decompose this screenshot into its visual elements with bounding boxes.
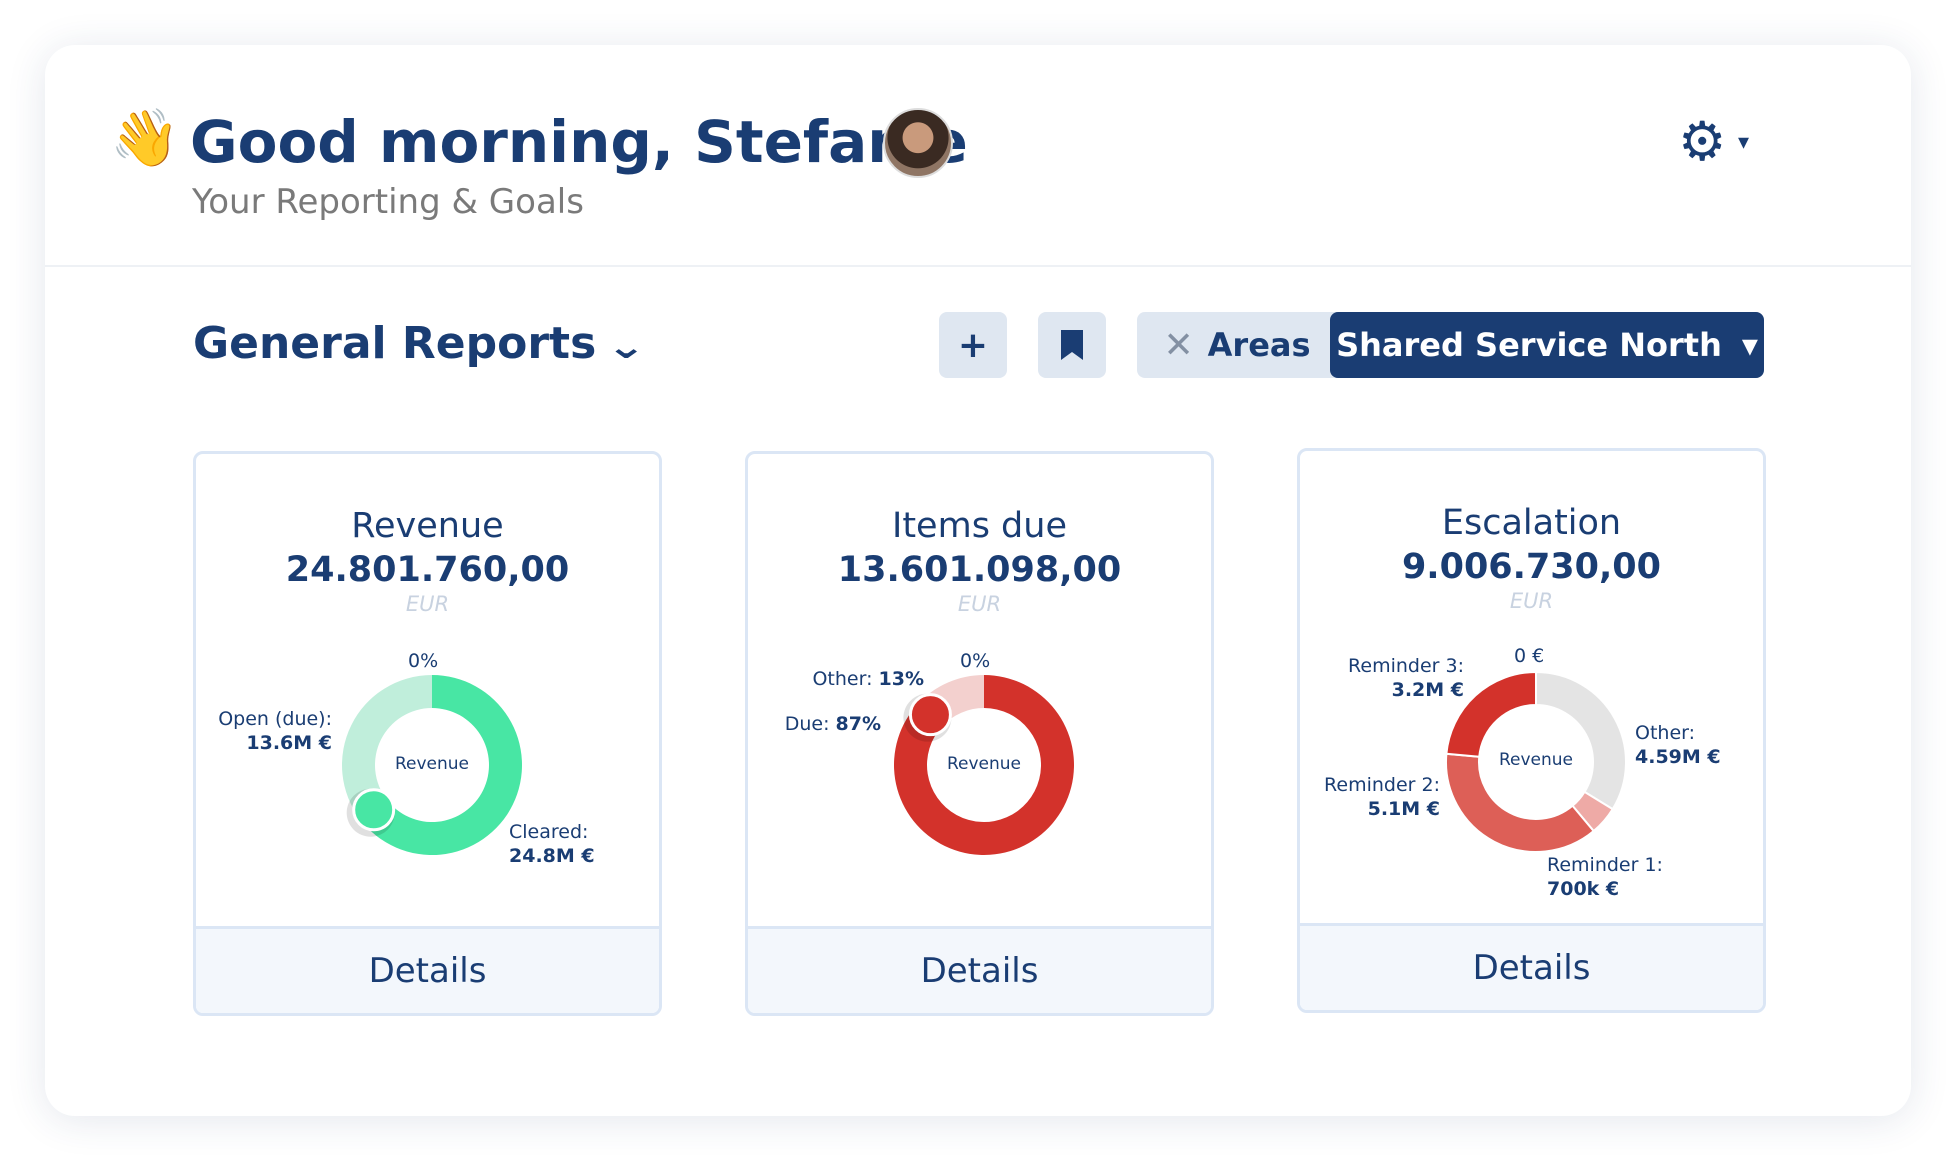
- donut-center-label: Revenue: [1498, 750, 1574, 770]
- area-value: Shared Service North: [1336, 326, 1722, 364]
- top-label: 0%: [960, 650, 991, 672]
- chevron-down-icon: ⌄: [606, 327, 647, 367]
- donut-slice-other: [1535, 670, 1627, 811]
- bookmark-button[interactable]: [1038, 312, 1106, 378]
- caret-down-icon: ▾: [1738, 130, 1750, 155]
- card-unit: EUR: [405, 592, 450, 616]
- donut-knob[interactable]: [908, 693, 952, 737]
- donut-chart: [894, 675, 1074, 855]
- label-cleared: Cleared: 24.8M €: [509, 821, 595, 867]
- card-title: Revenue: [351, 506, 504, 546]
- card-value: 13.601.098,00: [837, 550, 1122, 590]
- card-title: Escalation: [1441, 503, 1622, 543]
- donut-center-label: Revenue: [394, 754, 470, 774]
- divider: [45, 265, 1911, 267]
- gear-icon[interactable]: ⚙: [1678, 110, 1727, 173]
- donut-slice-open-due-: [342, 675, 432, 820]
- label-reminder-1: Reminder 1: 700k €: [1547, 854, 1663, 900]
- donut-slice-cleared: [360, 675, 522, 855]
- waving-hand-icon: 👋: [110, 106, 180, 171]
- donut-slice-reminder-3: [1445, 670, 1537, 758]
- add-button[interactable]: +: [939, 312, 1007, 378]
- card-unit: EUR: [1509, 589, 1554, 613]
- card-value: 24.801.760,00: [285, 550, 570, 590]
- items-due-card: Items due 13.601.098,00 EUR Revenue 0% O…: [745, 451, 1214, 1016]
- area-dropdown[interactable]: Shared Service North ▾: [1330, 312, 1764, 378]
- details-button[interactable]: Details: [748, 926, 1211, 1013]
- top-label: 0 €: [1514, 645, 1545, 667]
- label-other: Other: 4.59M €: [1635, 722, 1721, 768]
- label-due: Due: 87%: [784, 713, 881, 735]
- label-reminder-2: Reminder 2: 5.1M €: [1324, 774, 1440, 820]
- caret-down-icon: ▾: [1741, 326, 1758, 364]
- card-title: Items due: [892, 506, 1067, 546]
- escalation-card: Escalation 9.006.730,00 EUR Revenue 0 € …: [1297, 448, 1766, 1013]
- donut-knob[interactable]: [352, 788, 396, 832]
- details-button[interactable]: Details: [196, 926, 659, 1013]
- greeting-title: Good morning, Stefanie: [190, 108, 968, 176]
- close-icon[interactable]: ✕: [1163, 324, 1194, 366]
- donut-chart: [342, 675, 522, 855]
- revenue-card: Revenue 24.801.760,00 EUR Revenue 0% Ope…: [193, 451, 662, 1016]
- plus-icon: +: [957, 324, 989, 366]
- avatar[interactable]: [883, 108, 953, 178]
- label-open: Open (due): 13.6M €: [218, 708, 332, 754]
- bookmark-icon: [1061, 330, 1083, 360]
- page-subtitle: Your Reporting & Goals: [192, 182, 584, 222]
- details-button[interactable]: Details: [1300, 923, 1763, 1010]
- card-unit: EUR: [957, 592, 1002, 616]
- donut-slice-reminder-2: [1445, 752, 1596, 853]
- top-label: 0%: [408, 650, 439, 672]
- donut-center-label: Revenue: [946, 754, 1022, 774]
- card-value: 9.006.730,00: [1401, 547, 1662, 587]
- areas-filter-chip[interactable]: ✕ Areas: [1137, 312, 1337, 378]
- label-other: Other: 13%: [812, 668, 924, 690]
- areas-label: Areas: [1207, 326, 1311, 364]
- label-reminder-3: Reminder 3: 3.2M €: [1348, 655, 1464, 701]
- section-title: General Reports: [193, 318, 597, 369]
- donut-slice-due: [894, 675, 1074, 855]
- donut-chart: [1445, 670, 1627, 853]
- report-selector[interactable]: General Reports ⌄: [193, 318, 646, 369]
